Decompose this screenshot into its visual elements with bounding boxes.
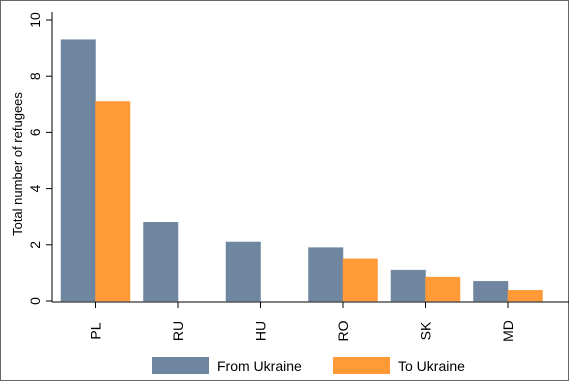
legend-swatch-to-ukraine xyxy=(333,357,390,374)
bar-to-ukraine-md xyxy=(507,290,543,302)
legend-label-to-ukraine: To Ukraine xyxy=(398,358,465,374)
x-tick-label: MD xyxy=(500,320,516,342)
bar-to-ukraine-pl xyxy=(95,101,131,302)
x-tick-label: RO xyxy=(335,320,351,341)
bar-to-ukraine-ro xyxy=(342,258,378,302)
x-tick-label: HU xyxy=(253,321,269,341)
y-tick-label: 0 xyxy=(27,297,43,305)
y-tick-label: 4 xyxy=(27,184,43,192)
plot-area xyxy=(60,39,543,302)
bar-from-ukraine-sk xyxy=(390,269,426,302)
bar-to-ukraine-sk xyxy=(425,276,461,302)
y-tick-label: 8 xyxy=(27,72,43,80)
bar-from-ukraine-ro xyxy=(308,247,344,302)
y-tick-label: 6 xyxy=(27,128,43,136)
bar-from-ukraine-hu xyxy=(225,241,261,302)
y-tick-label: 10 xyxy=(27,12,43,28)
y-axis-title: Total number of refugees xyxy=(10,92,25,236)
legend-label-from-ukraine: From Ukraine xyxy=(217,358,302,374)
x-tick-label: RU xyxy=(170,321,186,341)
x-tick-label: PL xyxy=(88,322,104,339)
bar-from-ukraine-pl xyxy=(60,39,96,302)
bar-from-ukraine-ru xyxy=(143,222,179,302)
legend: From Ukraine To Ukraine xyxy=(152,357,465,374)
bar-from-ukraine-md xyxy=(473,281,509,302)
x-tick-label: SK xyxy=(418,321,434,340)
y-tick-label: 2 xyxy=(27,241,43,249)
legend-swatch-from-ukraine xyxy=(152,357,209,374)
